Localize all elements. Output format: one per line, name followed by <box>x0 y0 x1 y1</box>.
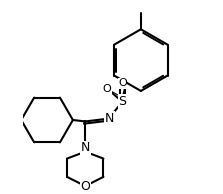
Text: O: O <box>118 78 127 88</box>
Text: O: O <box>80 180 90 193</box>
Text: S: S <box>118 95 126 108</box>
Text: N: N <box>81 141 90 154</box>
Text: N: N <box>105 112 114 125</box>
Text: O: O <box>103 84 112 94</box>
